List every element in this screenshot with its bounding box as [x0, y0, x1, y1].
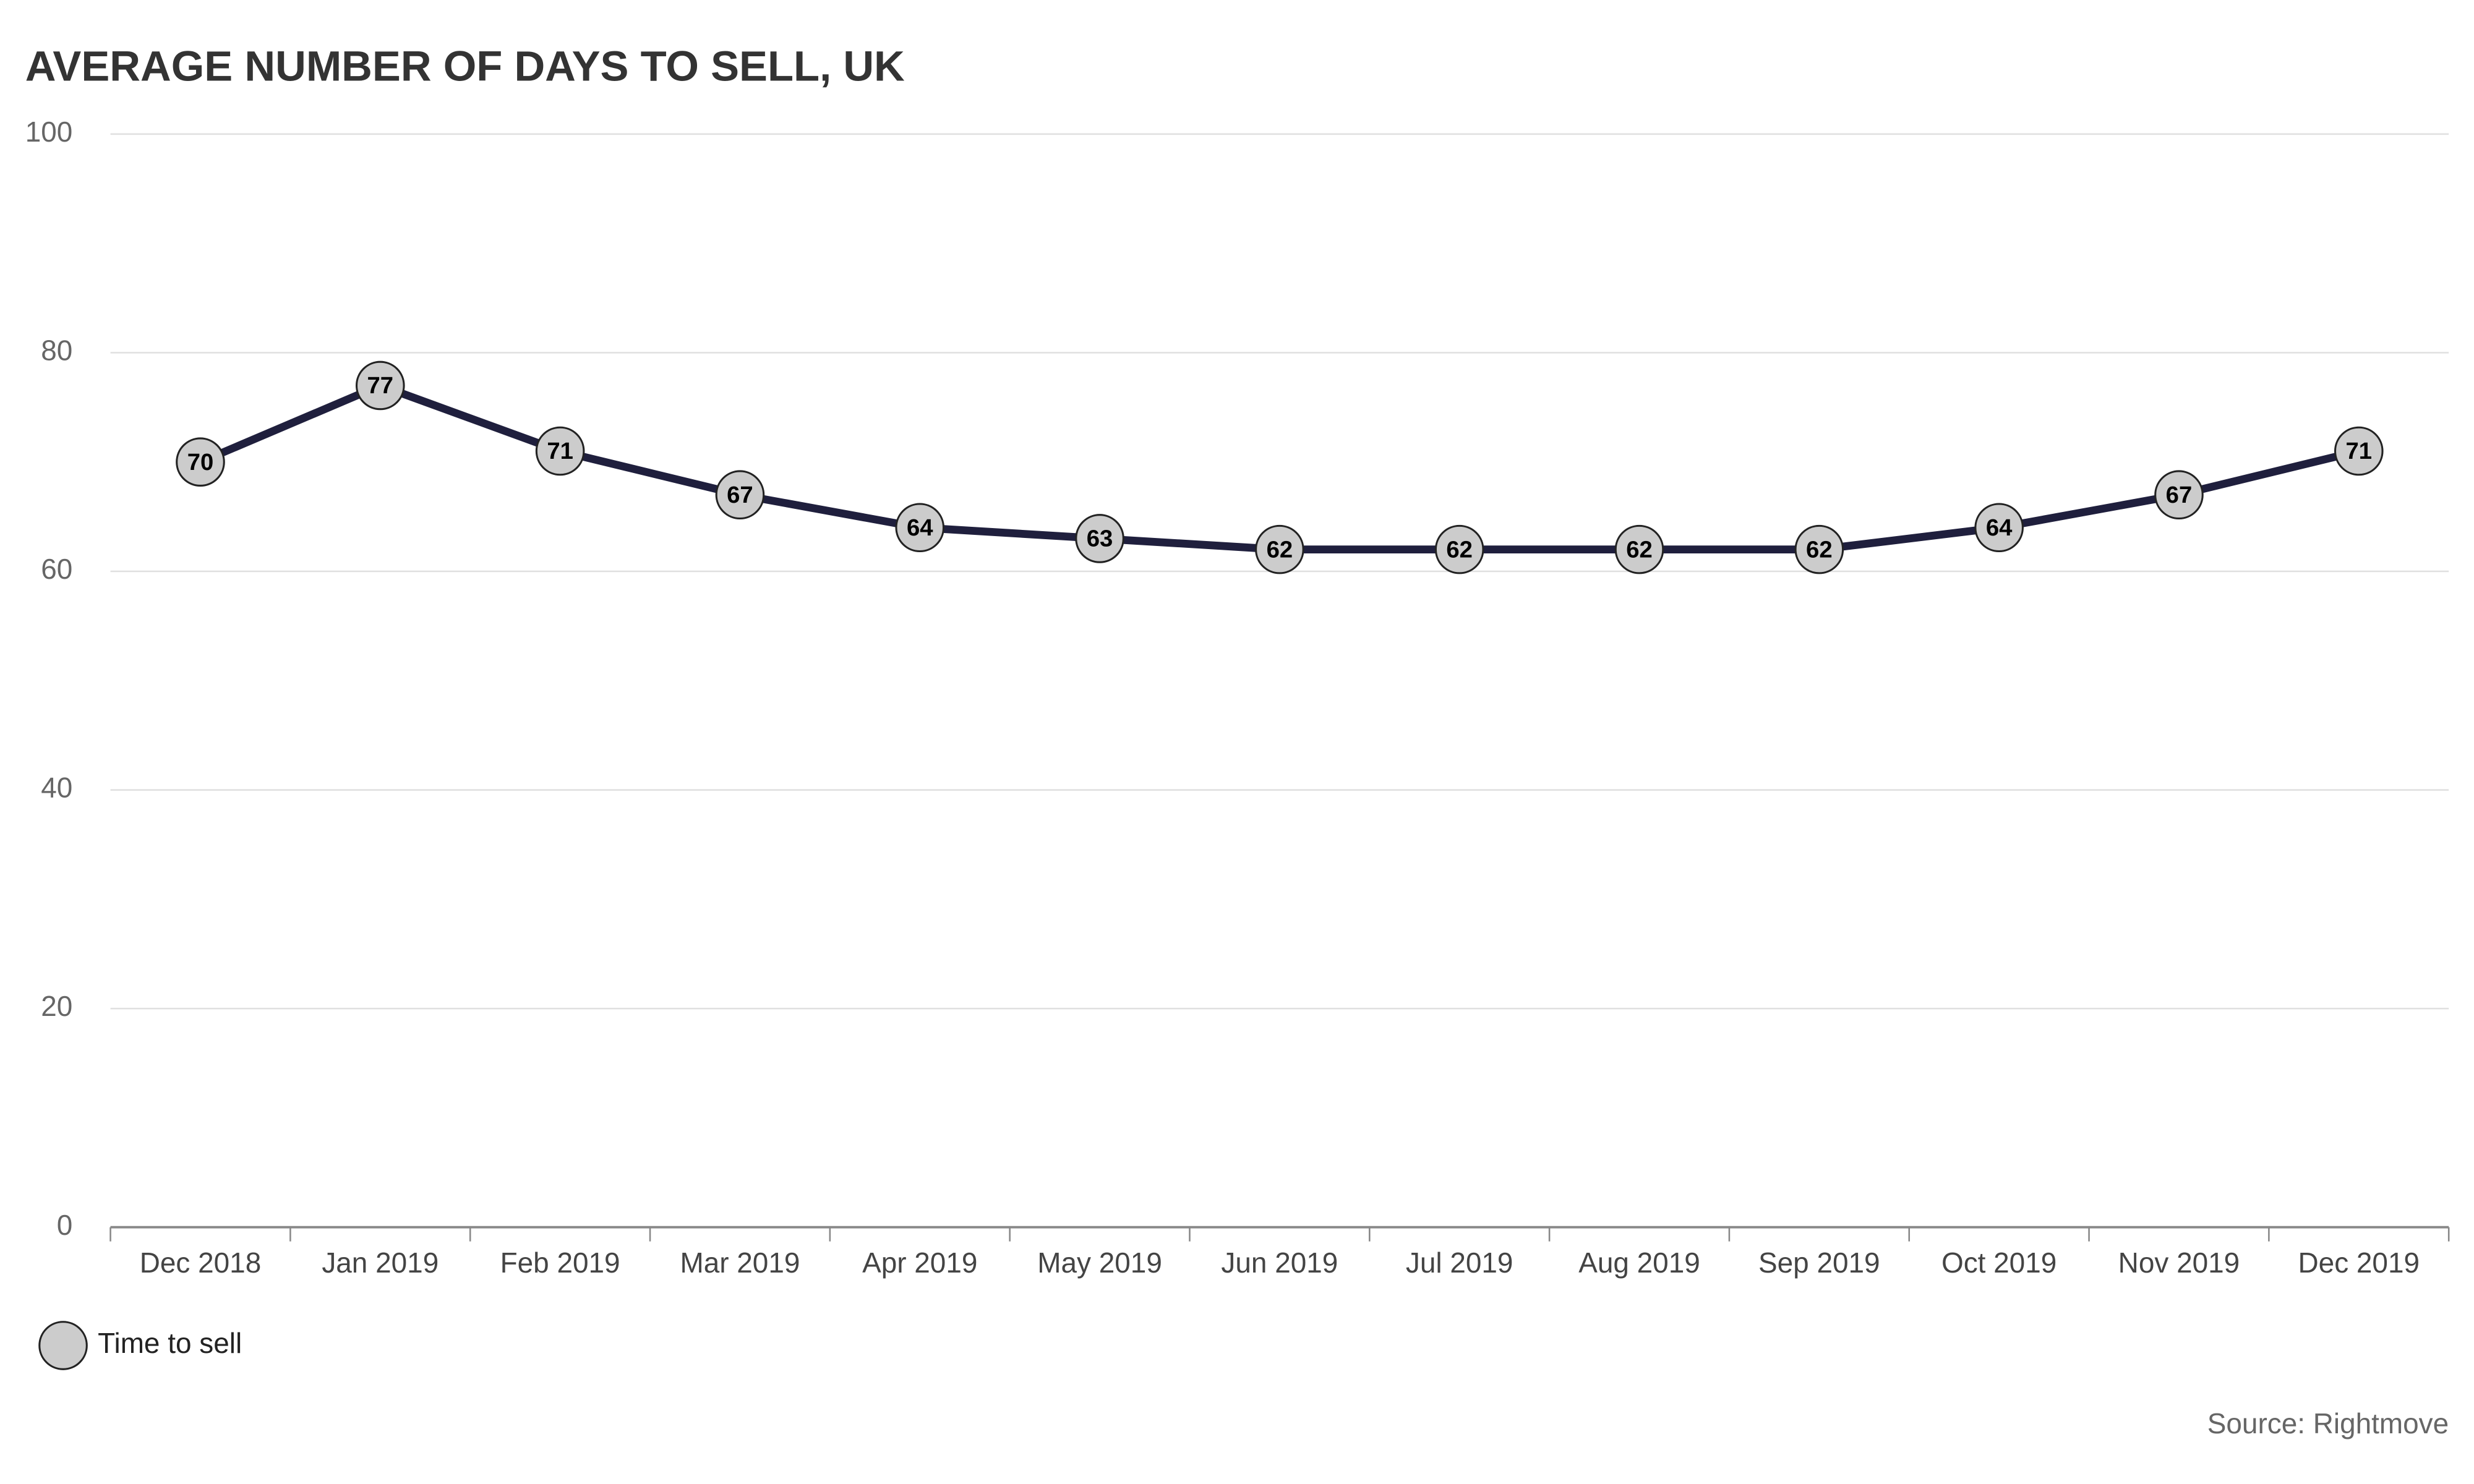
- y-tick-label: 60: [41, 553, 72, 585]
- x-tick-label: Nov 2019: [2118, 1247, 2240, 1279]
- x-tick-label: Dec 2018: [140, 1247, 262, 1279]
- data-label: 71: [2346, 438, 2373, 464]
- data-label: 64: [907, 514, 933, 541]
- x-tick-label: Mar 2019: [680, 1247, 800, 1279]
- legend-label: Time to sell: [98, 1327, 242, 1359]
- marker: [2154, 470, 2204, 520]
- data-label: 77: [367, 372, 394, 399]
- chart-title: AVERAGE NUMBER OF DAYS TO SELL, UK: [25, 42, 905, 90]
- data-label: 62: [1626, 536, 1653, 563]
- marker: [1434, 524, 1484, 574]
- y-tick-label: 100: [25, 116, 73, 148]
- x-tick-label: Apr 2019: [862, 1247, 977, 1279]
- x-tick-label: Oct 2019: [1941, 1247, 2057, 1279]
- x-tick-label: Sep 2019: [1758, 1247, 1880, 1279]
- marker: [895, 503, 945, 553]
- x-tick-label: Feb 2019: [500, 1247, 620, 1279]
- data-label: 64: [1986, 514, 2013, 541]
- marker: [355, 360, 405, 411]
- marker: [715, 470, 765, 520]
- data-label: 70: [187, 449, 214, 475]
- source: Source: Rightmove: [2207, 1407, 2449, 1439]
- marker: [176, 437, 225, 487]
- x-tick-label: Jan 2019: [322, 1247, 439, 1279]
- x-tick-label: May 2019: [1037, 1247, 1162, 1279]
- y-tick-label: 20: [41, 990, 72, 1022]
- x-tick-label: Jul 2019: [1406, 1247, 1513, 1279]
- data-label: 63: [1087, 526, 1113, 552]
- data-label: 71: [547, 438, 573, 464]
- data-label: 67: [727, 482, 753, 508]
- y-tick-label: 40: [41, 772, 72, 804]
- y-tick-label: 80: [41, 335, 72, 367]
- marker: [1075, 514, 1124, 563]
- x-tick-label: Jun 2019: [1221, 1247, 1338, 1279]
- marker: [1614, 524, 1664, 574]
- data-label: 62: [1267, 536, 1293, 563]
- x-tick-label: Aug 2019: [1578, 1247, 1700, 1279]
- marker: [2334, 426, 2384, 476]
- data-label: 62: [1446, 536, 1473, 563]
- data-label: 62: [1806, 536, 1833, 563]
- y-tick-label: 0: [57, 1209, 73, 1241]
- data-label: 67: [2166, 482, 2193, 508]
- x-tick-label: Dec 2019: [2298, 1247, 2420, 1279]
- marker: [535, 426, 585, 476]
- marker: [1974, 503, 2024, 553]
- legend-marker: [38, 1321, 88, 1370]
- marker: [1794, 524, 1844, 574]
- marker: [1255, 524, 1304, 574]
